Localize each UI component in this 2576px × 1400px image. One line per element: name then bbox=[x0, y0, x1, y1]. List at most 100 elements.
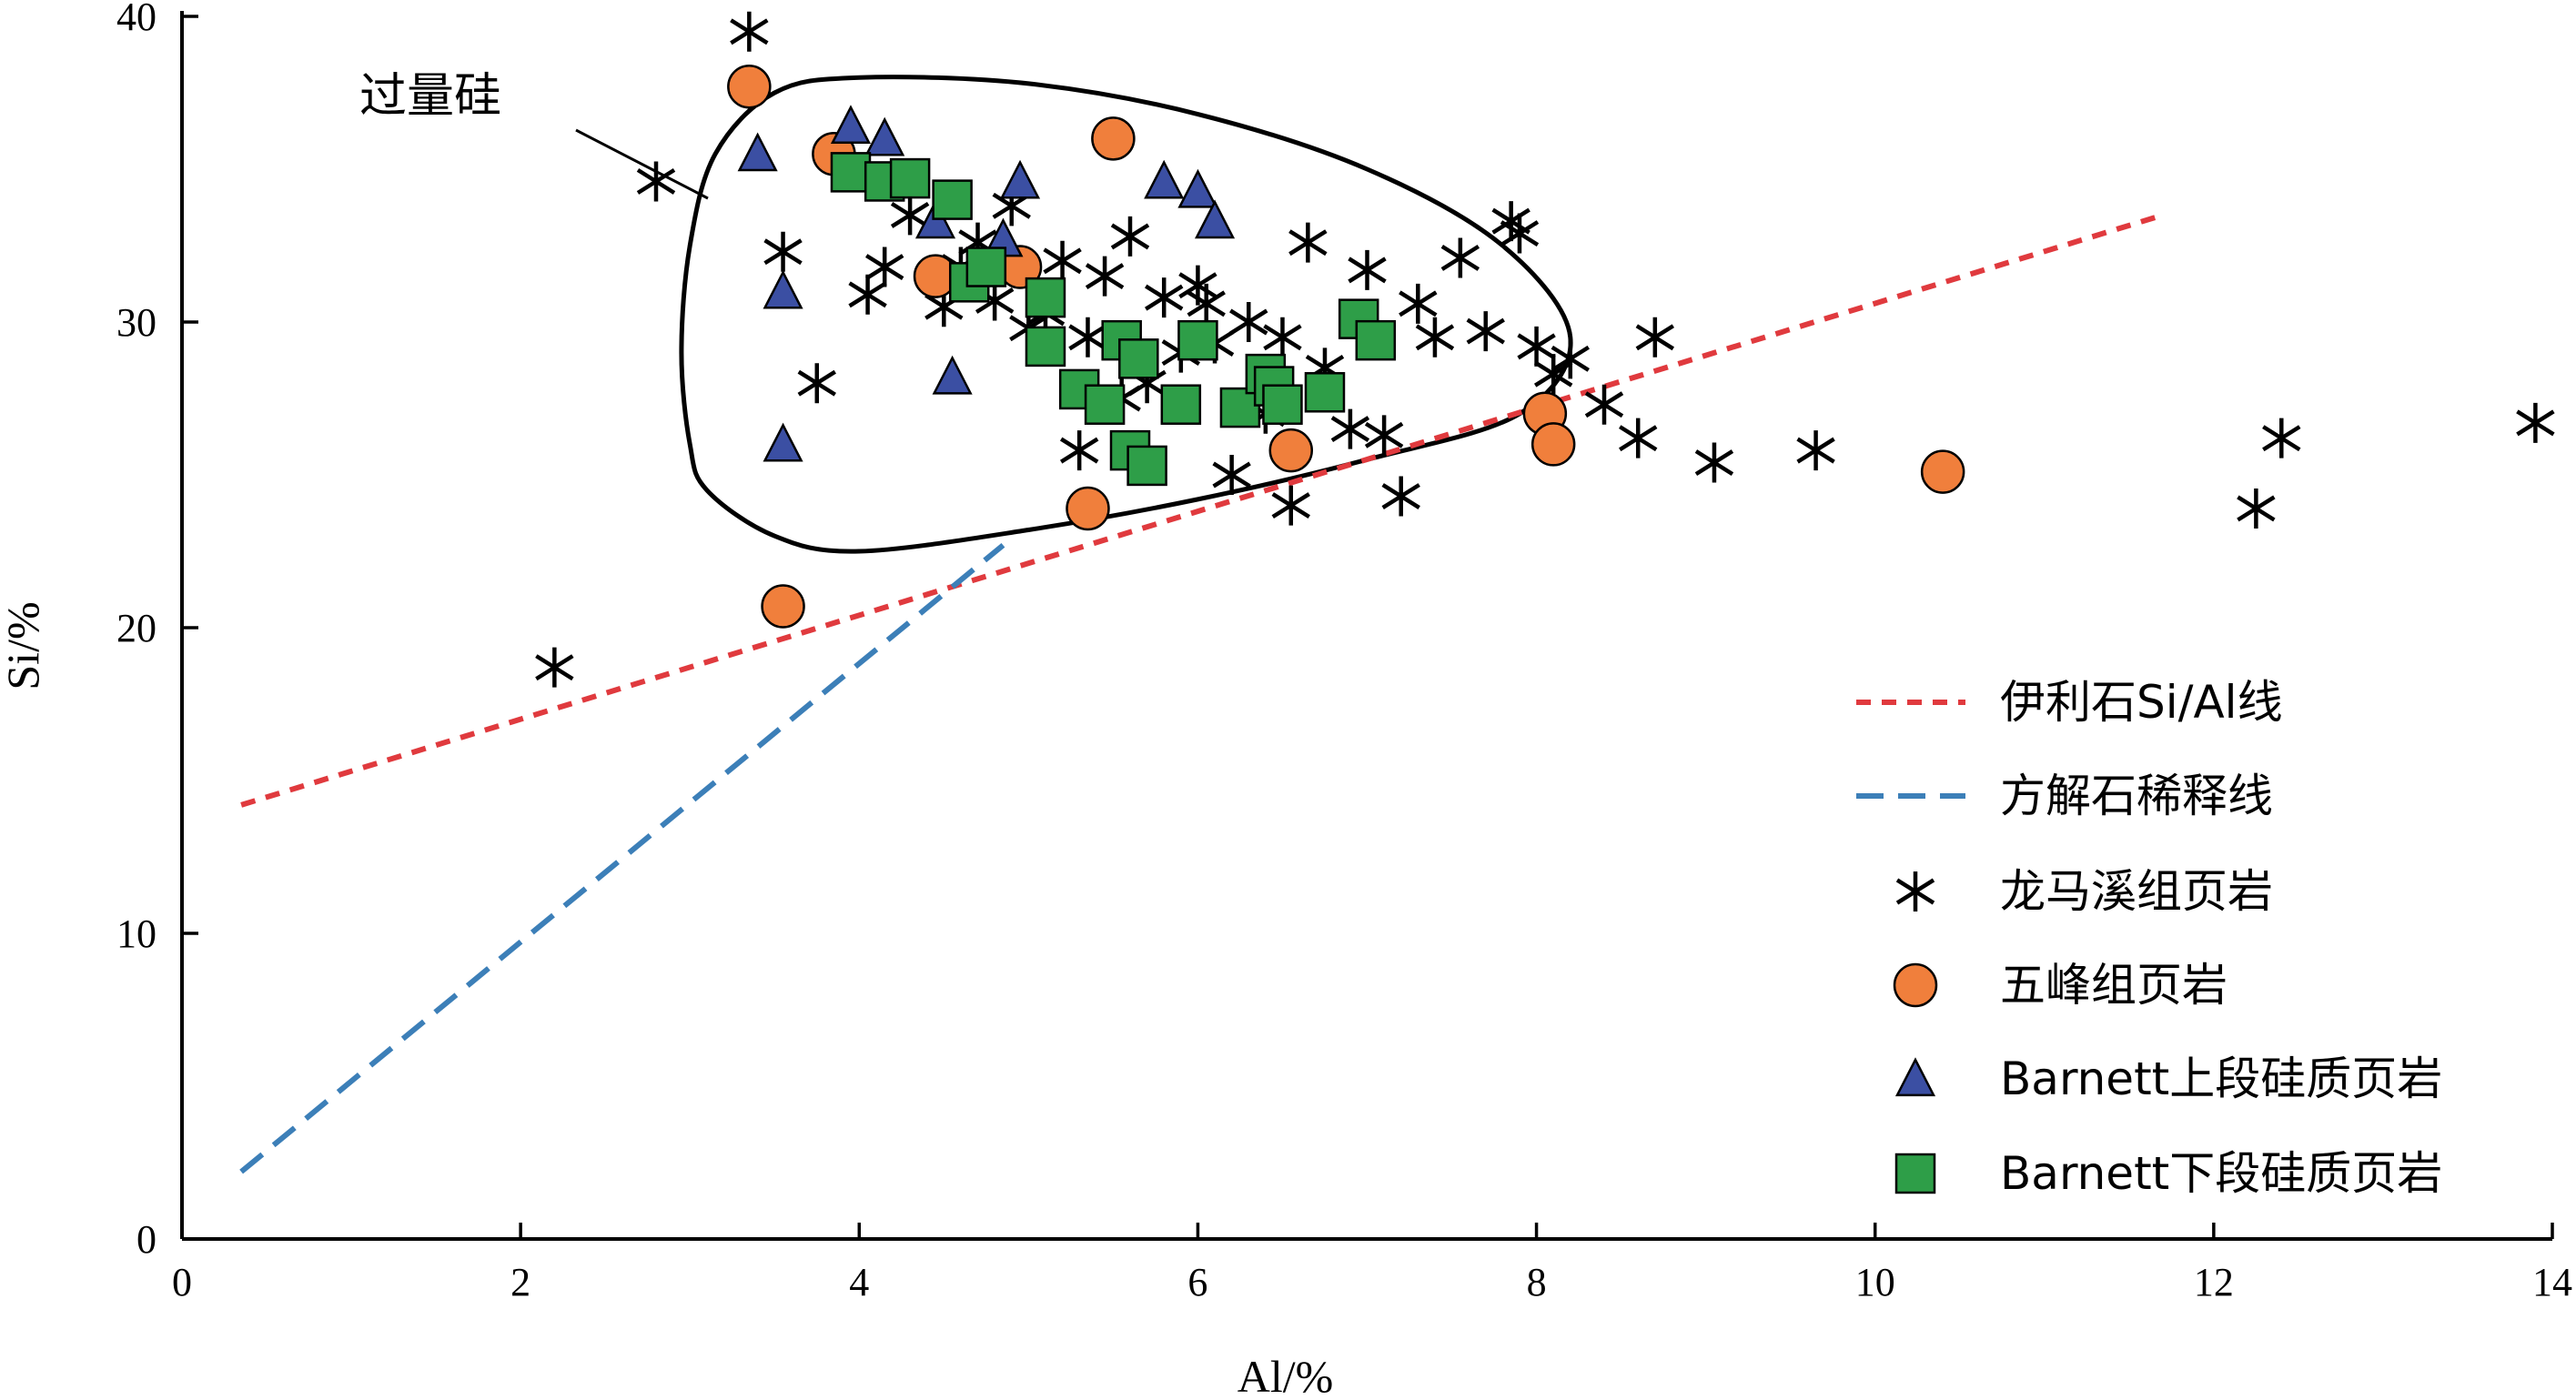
data-point bbox=[1381, 476, 1420, 517]
data-point bbox=[763, 269, 803, 309]
data-point bbox=[1229, 302, 1268, 342]
annotation-leader bbox=[575, 128, 709, 200]
legend-label: 五峰组页岩 bbox=[2000, 959, 2227, 1012]
series-2 bbox=[727, 65, 1965, 629]
legend-label: Barnett上段硅质页岩 bbox=[2000, 1053, 2442, 1105]
y-tick-label: 30 bbox=[116, 300, 157, 345]
data-point bbox=[1533, 354, 1573, 395]
data-point bbox=[1091, 116, 1136, 161]
data-point bbox=[730, 11, 769, 52]
data-point bbox=[1517, 326, 1556, 367]
x-tick-label: 12 bbox=[2194, 1260, 2234, 1304]
x-tick-label: 2 bbox=[510, 1260, 530, 1304]
reference-line-1 bbox=[240, 212, 2164, 808]
data-point bbox=[1110, 216, 1150, 257]
data-point bbox=[2516, 402, 2555, 443]
data-point bbox=[932, 179, 973, 220]
data-point bbox=[1796, 430, 1835, 471]
data-point bbox=[1920, 449, 1965, 494]
data-point bbox=[1085, 256, 1125, 297]
legend-label: 龙马溪组页岩 bbox=[2000, 865, 2273, 918]
data-point bbox=[932, 355, 973, 395]
y-axis-title: Si/% bbox=[0, 601, 48, 690]
legend-marker-swatch bbox=[1894, 1057, 1936, 1097]
reference-line-2 bbox=[239, 542, 1005, 1174]
y-tick-label: 40 bbox=[116, 0, 157, 39]
data-point bbox=[1160, 384, 1202, 425]
x-tick-label: 6 bbox=[1187, 1260, 1207, 1304]
data-point bbox=[535, 647, 574, 688]
data-point bbox=[1219, 387, 1261, 428]
data-point bbox=[1466, 311, 1505, 352]
x-axis-title: Al/% bbox=[1237, 1351, 1334, 1400]
data-point bbox=[797, 363, 836, 404]
data-point bbox=[1288, 222, 1328, 263]
data-point bbox=[1187, 283, 1226, 324]
data-point bbox=[1126, 445, 1167, 487]
data-point bbox=[1440, 237, 1480, 278]
data-point bbox=[1144, 159, 1185, 199]
data-point bbox=[763, 422, 803, 462]
data-point bbox=[1066, 486, 1110, 531]
data-point bbox=[1619, 418, 1658, 458]
data-point bbox=[2237, 488, 2276, 529]
data-point bbox=[1025, 326, 1066, 368]
data-point bbox=[865, 247, 904, 287]
data-point bbox=[965, 247, 1007, 287]
data-point bbox=[1145, 277, 1184, 318]
x-tick-label: 4 bbox=[849, 1260, 869, 1304]
data-point bbox=[1118, 338, 1159, 379]
data-point bbox=[1415, 317, 1455, 358]
data-point bbox=[1635, 317, 1675, 358]
data-point bbox=[830, 105, 872, 145]
legend-marker-swatch bbox=[1895, 871, 1935, 912]
legend-label: 方解石稀释线 bbox=[2000, 770, 2273, 822]
data-point bbox=[763, 231, 803, 272]
marker-layer bbox=[535, 11, 2555, 688]
data-point bbox=[848, 274, 887, 315]
legend-label: 伊利石Si/Al线 bbox=[2000, 676, 2283, 729]
data-point bbox=[1399, 283, 1438, 324]
data-point bbox=[1043, 240, 1082, 281]
data-point bbox=[1364, 415, 1404, 456]
x-tick-label: 14 bbox=[2532, 1260, 2572, 1304]
data-point bbox=[1584, 384, 1624, 425]
data-point bbox=[1694, 442, 1734, 483]
data-point bbox=[1212, 455, 1251, 495]
data-point bbox=[1194, 199, 1236, 239]
legend-marker-swatch bbox=[1894, 1153, 1936, 1194]
legend-label: Barnett下段硅质页岩 bbox=[2000, 1147, 2442, 1200]
region-layer bbox=[679, 75, 1573, 554]
data-point bbox=[1177, 168, 1218, 208]
x-tick-label: 8 bbox=[1527, 1260, 1547, 1304]
data-point bbox=[761, 584, 805, 629]
series-4 bbox=[830, 152, 1397, 487]
data-point bbox=[890, 195, 930, 236]
y-tick-label: 10 bbox=[116, 912, 157, 956]
annotation-layer: 过量硅 bbox=[359, 69, 709, 200]
data-point bbox=[636, 161, 676, 202]
data-point bbox=[1348, 249, 1387, 290]
x-tick-label: 10 bbox=[1855, 1260, 1895, 1304]
y-tick-label: 20 bbox=[116, 606, 157, 650]
series-3 bbox=[737, 105, 1236, 462]
data-point bbox=[864, 116, 905, 156]
data-point bbox=[1262, 384, 1303, 425]
reference-line-layer bbox=[239, 212, 2164, 1174]
y-tick-label: 0 bbox=[136, 1217, 157, 1262]
series-1 bbox=[535, 11, 2555, 688]
data-point bbox=[1500, 213, 1540, 254]
data-point bbox=[1530, 422, 1576, 467]
data-point bbox=[1068, 317, 1107, 358]
data-point bbox=[2262, 418, 2301, 458]
data-point bbox=[1271, 485, 1310, 526]
data-point bbox=[737, 132, 778, 172]
data-point bbox=[727, 65, 772, 109]
data-point bbox=[1551, 338, 1590, 379]
data-point bbox=[1263, 317, 1302, 358]
data-point bbox=[1330, 408, 1370, 449]
data-point bbox=[1084, 384, 1126, 425]
